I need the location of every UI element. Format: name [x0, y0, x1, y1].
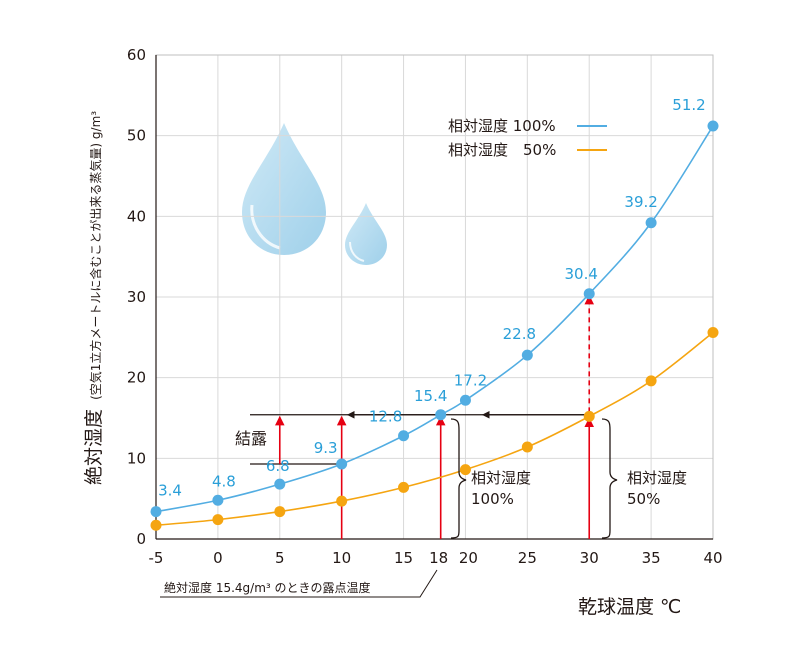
series-lines — [155, 125, 714, 527]
point-100 — [435, 409, 447, 421]
y-axis-title: 絶対湿度 (空気1立方メートルに含むことが出来る蒸気量) g/m³ — [83, 111, 105, 485]
guide-arrows — [250, 294, 595, 539]
point-50 — [707, 326, 719, 338]
point-100 — [521, 349, 533, 361]
series-line-50 — [155, 331, 714, 527]
bracket-100-line2: 100% — [471, 490, 514, 508]
bracket-50-line1: 相対湿度 — [627, 469, 687, 487]
x-tick-label: 25 — [518, 549, 537, 567]
point-50 — [459, 464, 471, 476]
data-label-100: 12.8 — [369, 408, 402, 426]
point-100 — [459, 394, 471, 406]
x-axis-title: 乾球温度 ℃ — [578, 596, 681, 618]
x-tick-label: 40 — [703, 549, 722, 567]
point-100 — [583, 288, 595, 300]
data-labels: 3.4 4.8 6.8 9.3 12.8 15.4 17.2 22.8 30.4 39.2 51.2 — [158, 96, 706, 500]
x-tick-label: 18 — [429, 549, 448, 567]
x-tick-label: 20 — [459, 549, 478, 567]
data-label-100: 30.4 — [565, 265, 598, 283]
data-points — [150, 120, 719, 531]
bracket-100: 相対湿度 100% — [450, 418, 531, 539]
data-label-100: 9.3 — [314, 439, 338, 457]
data-label-100: 6.8 — [266, 457, 290, 475]
point-100 — [150, 506, 162, 518]
y-tick-label: 10 — [127, 449, 146, 467]
x-tick-label: 35 — [642, 549, 661, 567]
legend-label-50: 相対湿度 50% — [448, 141, 556, 159]
y-axis-title-sub: (空気1立方メートルに含むことが出来る蒸気量) g/m³ — [88, 111, 103, 400]
point-100 — [212, 494, 224, 506]
data-label-100: 39.2 — [624, 193, 657, 211]
small-water-drop-icon — [345, 203, 387, 265]
data-label-100: 3.4 — [158, 482, 182, 500]
data-label-100: 17.2 — [454, 371, 487, 389]
point-50 — [212, 514, 224, 526]
point-100 — [274, 478, 286, 490]
data-label-100: 22.8 — [503, 325, 536, 343]
grid — [156, 55, 713, 539]
water-drops — [242, 123, 387, 265]
condensation-label: 結露 — [235, 429, 267, 448]
legend: 相対湿度 100% 相対湿度 50% — [448, 117, 607, 159]
x-tick-label: 15 — [394, 549, 413, 567]
legend-label-100: 相対湿度 100% — [448, 117, 556, 135]
point-50 — [274, 506, 286, 518]
series-line-100 — [155, 125, 714, 513]
data-label-100: 15.4 — [414, 387, 447, 405]
y-tick-label: 50 — [127, 127, 146, 145]
bracket-50-line2: 50% — [627, 490, 660, 508]
dew-point-note: 絶対湿度 15.4g/m³ のときの露点温度 — [164, 580, 371, 595]
dew-point-callout: 絶対湿度 15.4g/m³ のときの露点温度 — [160, 569, 438, 598]
x-tick-label: -5 — [149, 549, 164, 567]
y-axis-title-main: 絶対湿度 — [83, 409, 105, 485]
point-50 — [583, 410, 595, 422]
y-tick-label: 20 — [127, 369, 146, 387]
y-tick-labels: 0 10 20 30 40 50 60 — [127, 46, 146, 548]
point-100 — [398, 430, 410, 442]
y-tick-label: 30 — [127, 288, 146, 306]
point-50 — [645, 375, 657, 387]
point-50 — [521, 441, 533, 453]
y-tick-label: 40 — [127, 207, 146, 225]
large-water-drop-icon — [242, 123, 326, 255]
point-100 — [336, 458, 348, 470]
data-label-100: 4.8 — [212, 472, 236, 490]
x-tick-labels: -5 0 5 10 15 18 20 25 30 35 40 — [149, 549, 723, 567]
svg-text:絶対湿度 (空気1立方メートルに含むことが出来る: 絶対湿度 (空気1立方メートルに含むことが出来る蒸気量) g/m³ — [83, 111, 105, 485]
y-tick-label: 0 — [136, 530, 146, 548]
x-tick-label: 30 — [580, 549, 599, 567]
y-tick-label: 60 — [127, 46, 146, 64]
point-50 — [398, 481, 410, 493]
point-50 — [150, 519, 162, 531]
x-tick-label: 5 — [275, 549, 285, 567]
point-50 — [336, 495, 348, 507]
point-100 — [707, 120, 719, 132]
bracket-100-line1: 相対湿度 — [471, 469, 531, 487]
bracket-50: 相対湿度 50% — [601, 418, 687, 539]
x-tick-label: 10 — [332, 549, 351, 567]
data-label-100: 51.2 — [672, 96, 705, 114]
point-100 — [645, 217, 657, 229]
x-tick-label: 0 — [213, 549, 223, 567]
axes — [155, 54, 714, 540]
